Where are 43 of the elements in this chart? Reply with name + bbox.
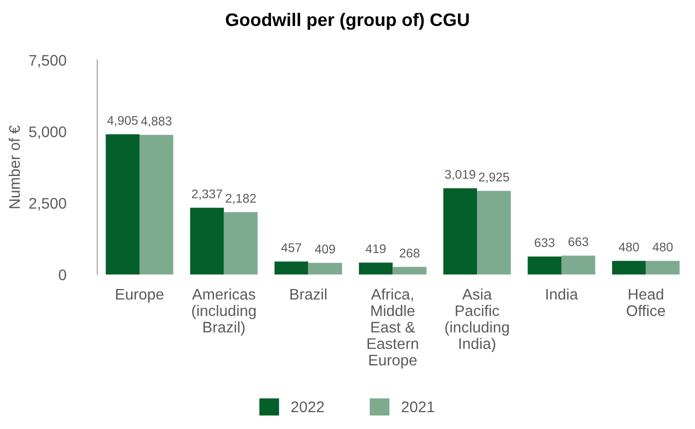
data-label: 2,337 [192, 189, 222, 200]
bar [190, 208, 224, 275]
bar [274, 261, 308, 275]
y-tick-label: 0 [58, 269, 66, 280]
data-label: 480 [652, 242, 673, 252]
bar [561, 256, 596, 275]
bar [646, 260, 680, 275]
y-tick-label: 2,500 [29, 198, 66, 211]
x-tick-label: Head Office [626, 288, 665, 316]
x-tick-label: Africa, Middle East & Eastern Europe [368, 288, 418, 369]
x-tick-label: Asia Pacific (including India) [445, 288, 509, 352]
data-label: 2,925 [478, 172, 510, 183]
data-label: 480 [618, 242, 639, 252]
y-tick-label: 7,500 [29, 54, 66, 68]
y-axis-title: Number of € [8, 125, 20, 208]
bar [139, 134, 174, 275]
bar [528, 256, 562, 275]
bar [358, 262, 393, 275]
x-tick-label: Americas (including Brazil) [192, 288, 256, 336]
data-label: 4,883 [141, 116, 172, 127]
data-label: 663 [568, 237, 588, 246]
bar [392, 266, 426, 275]
legend-label: 2022 [291, 401, 324, 412]
data-label: 3,019 [445, 170, 476, 180]
data-label: 419 [366, 244, 386, 254]
bar [612, 260, 646, 275]
data-label: 4,905 [107, 116, 138, 126]
bar [443, 188, 478, 275]
data-label: 457 [281, 243, 302, 252]
data-label: 633 [534, 238, 554, 248]
data-label: 2,182 [226, 194, 256, 204]
data-label: 268 [400, 248, 420, 258]
bar [224, 212, 258, 275]
x-tick-label: Brazil [290, 288, 326, 300]
bar [477, 190, 511, 275]
legend-label: 2021 [402, 401, 434, 412]
chart-title: Goodwill per (group of) CGU [226, 12, 469, 30]
bar [106, 134, 140, 275]
data-label: 409 [315, 244, 335, 254]
x-tick-label: India [546, 288, 578, 300]
bar [308, 262, 342, 275]
y-tick-label: 5,000 [29, 126, 66, 140]
x-tick-label: Europe [116, 289, 164, 303]
